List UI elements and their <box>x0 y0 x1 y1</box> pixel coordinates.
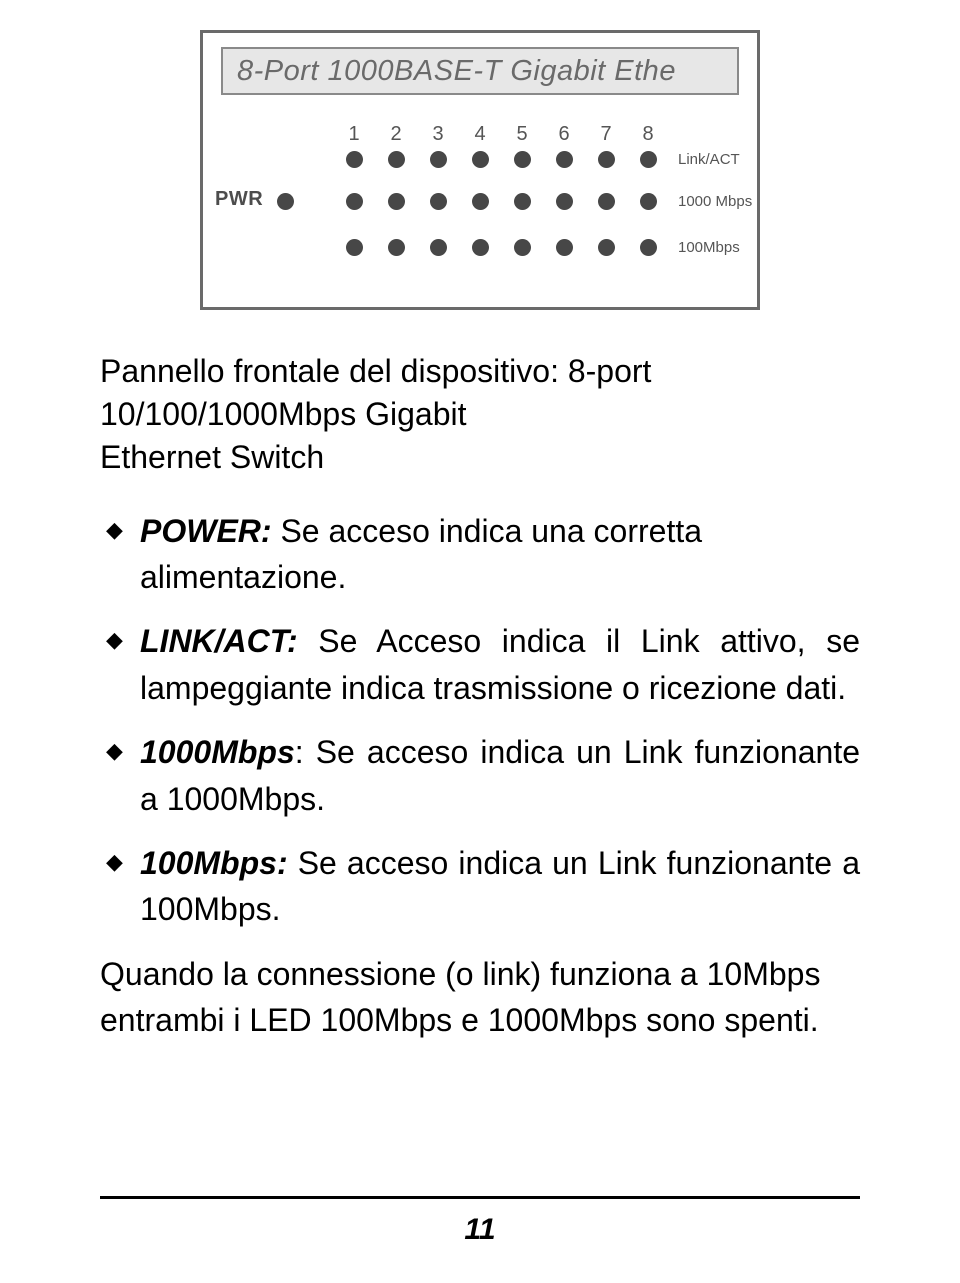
port-num: 1 <box>333 123 375 146</box>
led-row-1000 <box>333 193 669 210</box>
term-linkact: LINK/ACT: <box>140 623 298 659</box>
led <box>585 151 627 168</box>
led <box>627 151 669 168</box>
port-num: 4 <box>459 123 501 146</box>
port-num: 5 <box>501 123 543 146</box>
heading-line2: Ethernet Switch <box>100 439 324 475</box>
port-num: 8 <box>627 123 669 146</box>
led <box>417 151 459 168</box>
led-description-list: POWER: Se acceso indica una corretta ali… <box>100 508 860 933</box>
pwr-led <box>277 193 294 210</box>
led <box>627 193 669 210</box>
led <box>417 239 459 256</box>
list-item: LINK/ACT: Se Acceso indica il Link attiv… <box>100 618 860 711</box>
led <box>375 239 417 256</box>
term-100mbps: 100Mbps: <box>140 845 288 881</box>
panel-title-strip: 8-Port 1000BASE-T Gigabit Ethe <box>221 47 739 95</box>
led <box>585 239 627 256</box>
led <box>585 193 627 210</box>
list-item: POWER: Se acceso indica una corretta ali… <box>100 508 860 601</box>
led <box>543 239 585 256</box>
page-number: 11 <box>0 1213 960 1247</box>
row-label-100: 100Mbps <box>678 239 740 256</box>
row-label-linkact: Link/ACT <box>678 151 740 168</box>
closing-paragraph: Quando la connessione (o link) funziona … <box>100 951 860 1044</box>
list-item: 1000Mbps: Se acceso indica un Link funzi… <box>100 729 860 822</box>
led <box>459 151 501 168</box>
led <box>543 151 585 168</box>
heading-line1: Pannello frontale del dispositivo: 8-por… <box>100 353 651 432</box>
led <box>333 239 375 256</box>
port-num: 2 <box>375 123 417 146</box>
led-row-linkact <box>333 151 669 168</box>
led <box>543 193 585 210</box>
led <box>627 239 669 256</box>
led <box>375 151 417 168</box>
pwr-label: PWR <box>215 188 263 211</box>
led <box>333 193 375 210</box>
row-label-1000: 1000 Mbps <box>678 193 752 210</box>
led <box>375 193 417 210</box>
led <box>501 151 543 168</box>
led <box>501 239 543 256</box>
led <box>459 239 501 256</box>
port-number-row: 1 2 3 4 5 6 7 8 <box>333 123 669 146</box>
led-row-100 <box>333 239 669 256</box>
led <box>417 193 459 210</box>
term-1000mbps: 1000Mbps <box>140 734 295 770</box>
footer-rule <box>100 1196 860 1199</box>
led <box>501 193 543 210</box>
led <box>459 193 501 210</box>
list-item: 100Mbps: Se acceso indica un Link funzio… <box>100 840 860 933</box>
section-heading: Pannello frontale del dispositivo: 8-por… <box>100 350 860 480</box>
device-panel-figure: 8-Port 1000BASE-T Gigabit Ethe PWR 1 2 3… <box>200 30 760 310</box>
port-num: 6 <box>543 123 585 146</box>
port-num: 7 <box>585 123 627 146</box>
led <box>333 151 375 168</box>
port-num: 3 <box>417 123 459 146</box>
term-power: POWER: <box>140 513 272 549</box>
